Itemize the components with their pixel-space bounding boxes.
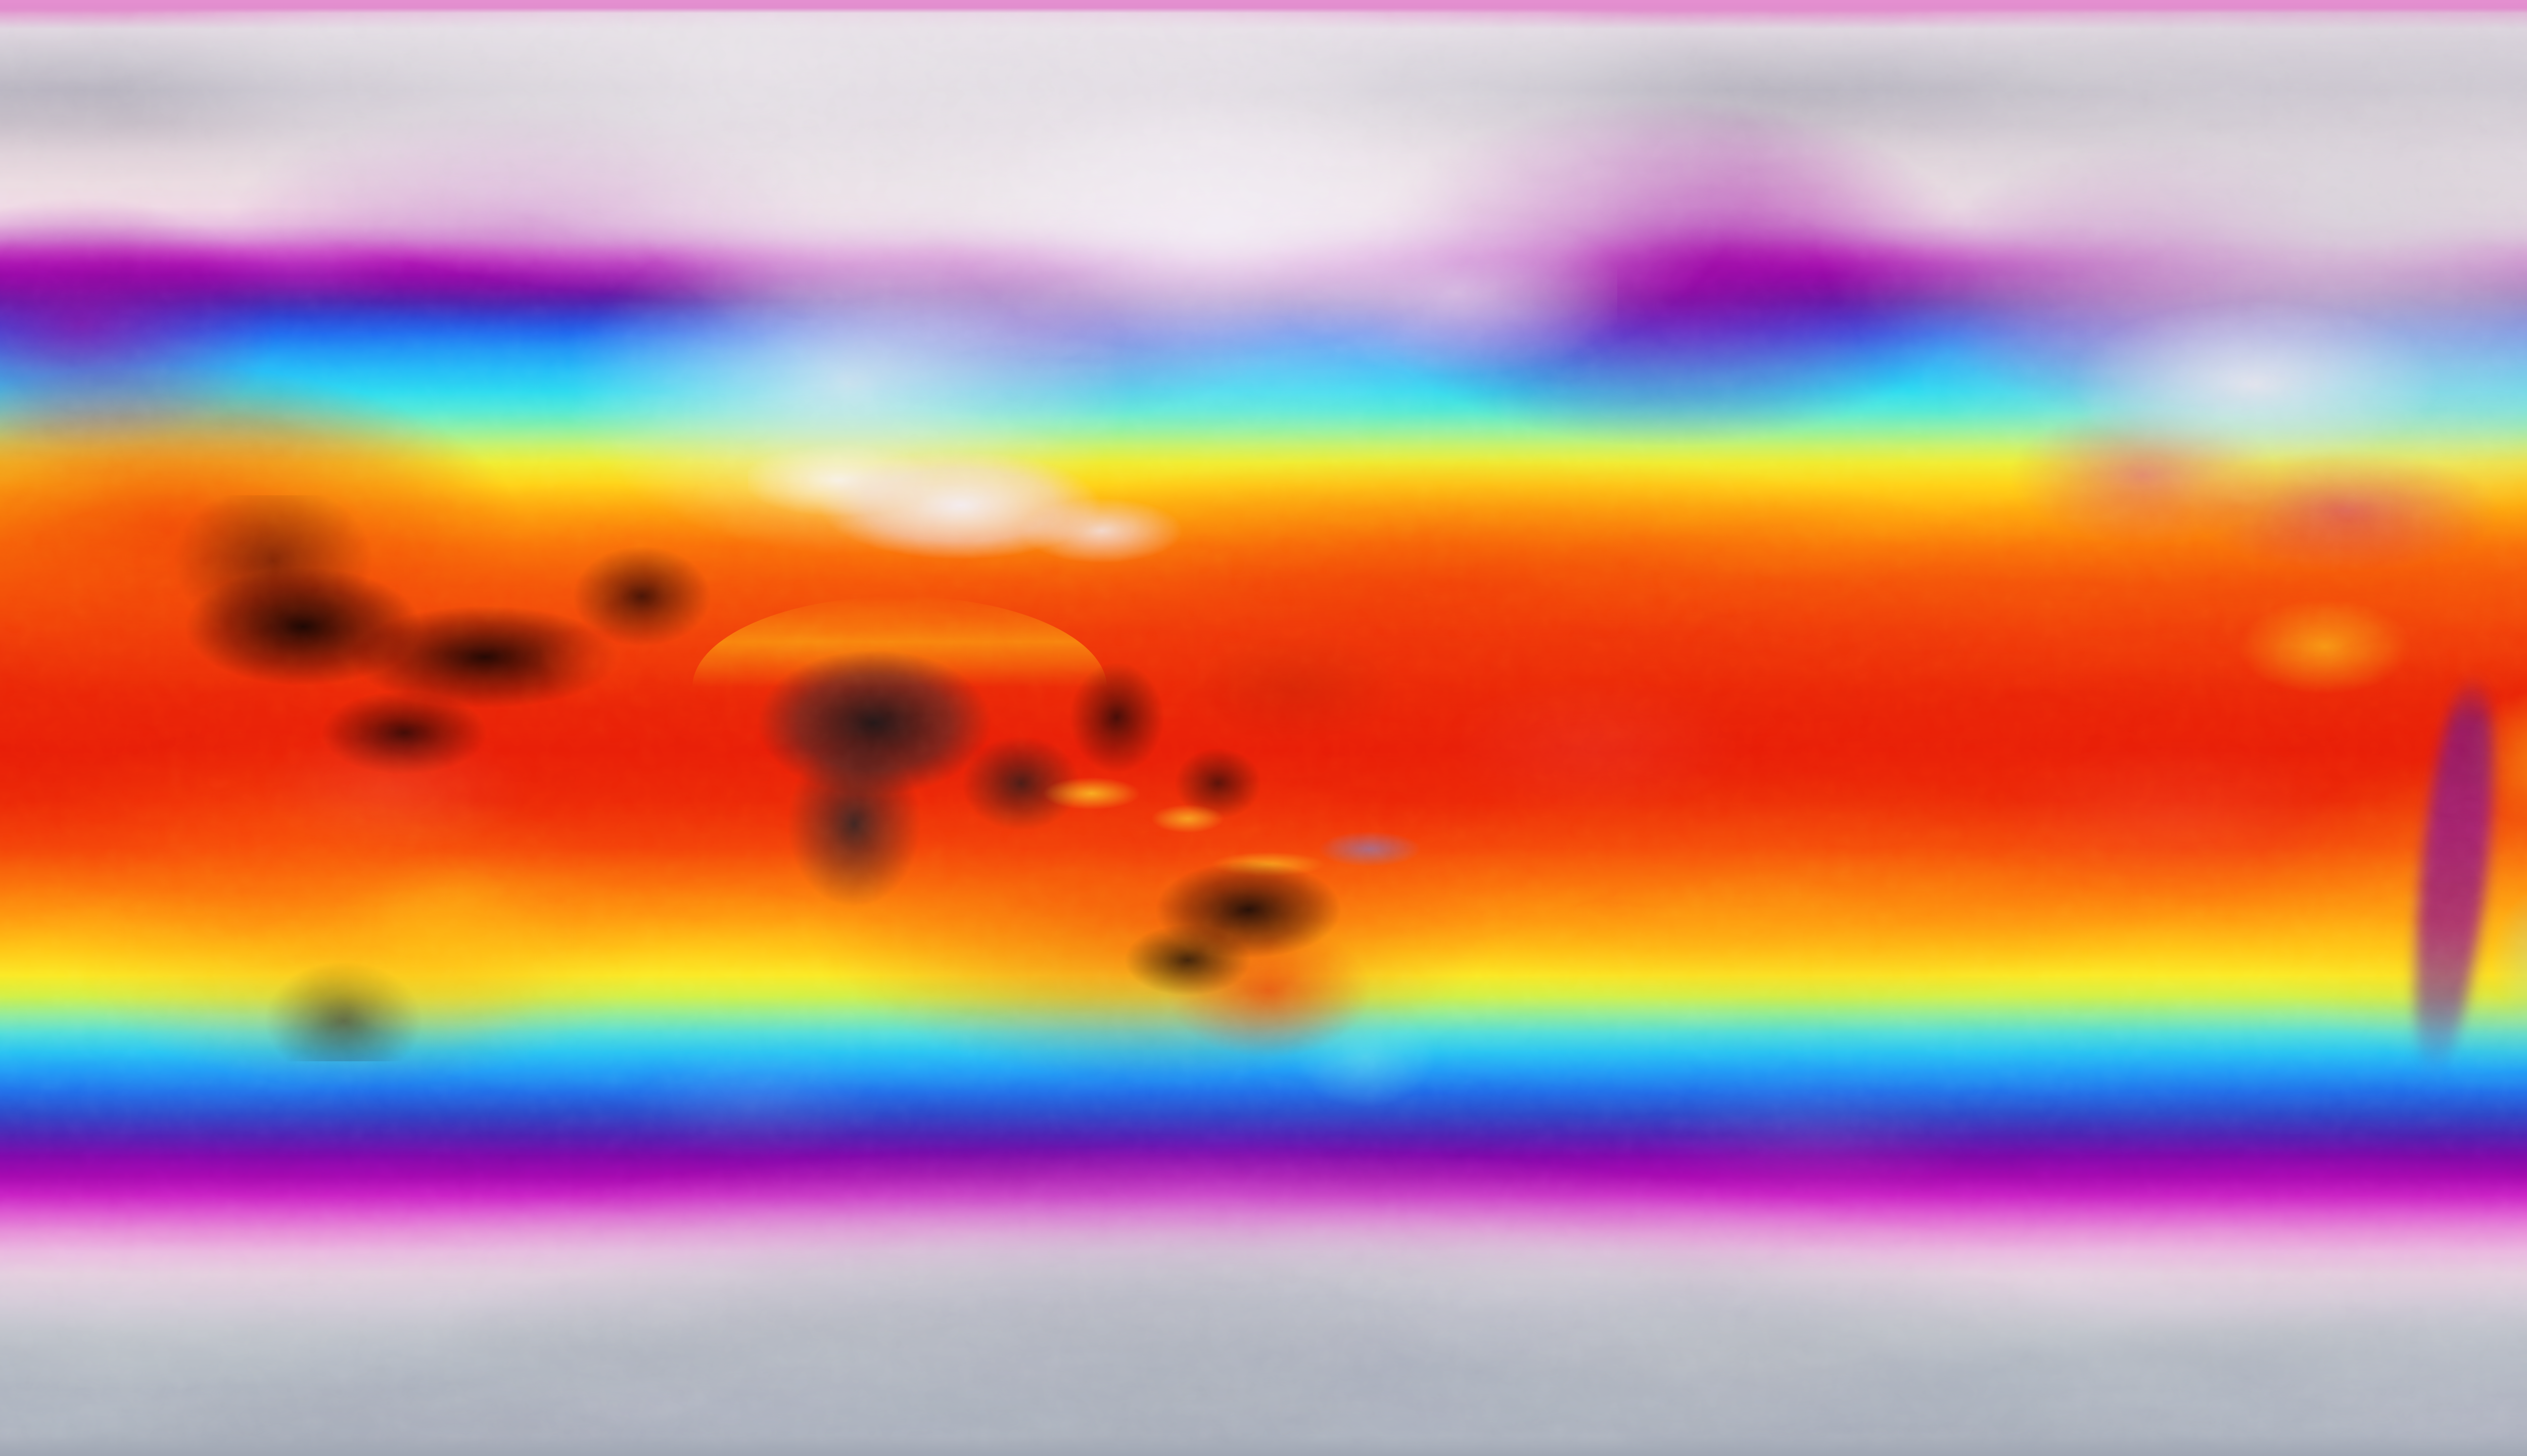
region-north-america (1991, 283, 2527, 667)
region-india-foothills (692, 596, 1107, 687)
region-central-america (2193, 556, 2456, 728)
region-andes-mountains (2400, 670, 2508, 1079)
region-siberia (859, 61, 1617, 445)
region-maritime-continent (986, 718, 1440, 935)
region-australia (1102, 844, 1456, 1127)
region-southern-africa (61, 667, 718, 1061)
region-indian-subcontinent (708, 622, 1092, 945)
region-southeast-asia (1026, 632, 1299, 895)
north-pole-edge (0, 0, 2527, 13)
region-amazon-basin (2396, 647, 2527, 1041)
region-tibetan-plateau (748, 404, 1203, 617)
south-pole-edge (0, 1436, 2527, 1456)
region-arabian-peninsula (536, 495, 768, 738)
region-sahara-desert (121, 495, 703, 950)
